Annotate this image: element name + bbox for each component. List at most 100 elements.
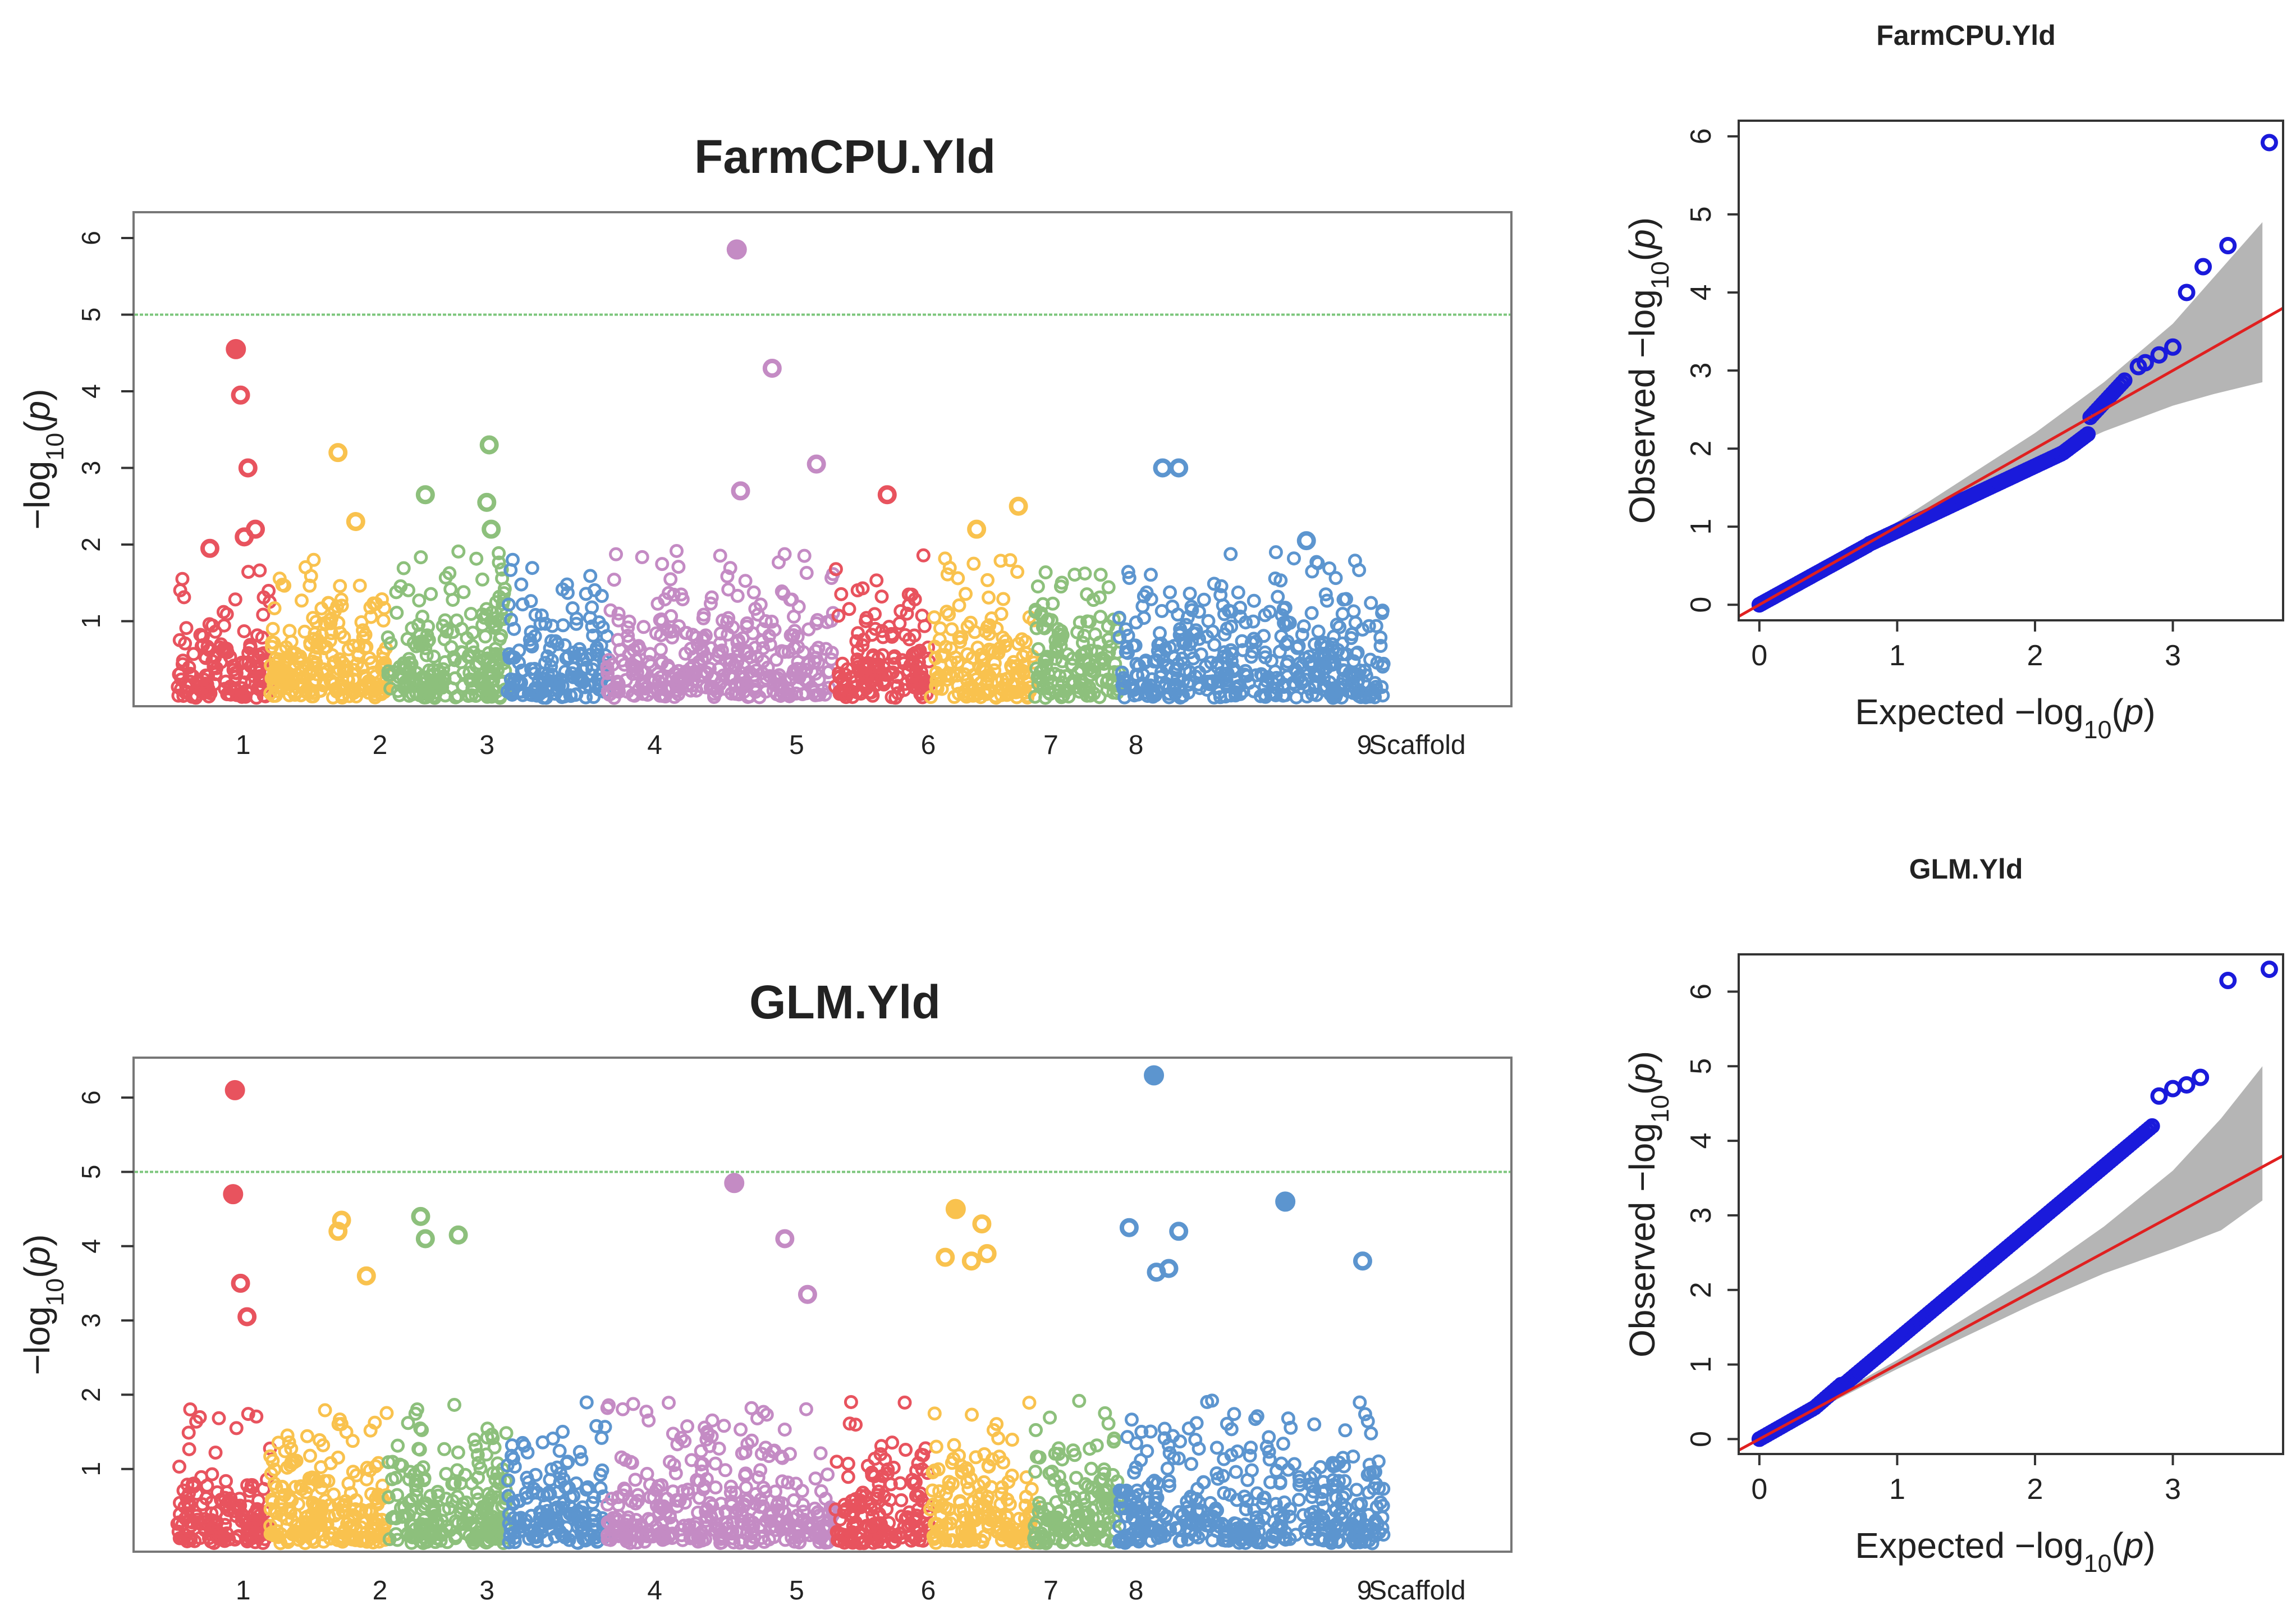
manhattan-glm-points — [170, 1065, 1391, 1551]
manhattan-farmcpu-snp-point — [456, 585, 471, 600]
manhattan-glm-snp-point — [331, 1450, 345, 1465]
manhattan-farmcpu-snp-point — [1116, 682, 1131, 696]
manhattan-farmcpu-snp-point — [1083, 614, 1097, 629]
manhattan-farmcpu-snp-point — [334, 592, 349, 607]
manhattan-glm-snp-point — [322, 1526, 337, 1540]
manhattan-glm-snp-point — [1032, 1450, 1047, 1465]
manhattan-glm-snp-point — [1131, 1504, 1145, 1519]
manhattan-farmcpu-peak-point — [415, 485, 435, 505]
manhattan-glm-peak-point — [415, 1229, 435, 1249]
manhattan-glm-snp-point — [1134, 1453, 1148, 1467]
manhattan-glm-snp-point — [395, 1458, 410, 1473]
manhattan-farmcpu-snp-point — [1128, 638, 1143, 653]
manhattan-farmcpu-snp-point — [797, 548, 812, 563]
manhattan-farmcpu-snp-point — [489, 647, 503, 661]
manhattan-glm-snp-point — [929, 1439, 943, 1454]
manhattan-farmcpu-snp-point — [987, 645, 1002, 660]
manhattan-farmcpu-snp-point — [376, 613, 391, 628]
manhattan-farmcpu-snp-point — [1319, 593, 1334, 608]
manhattan-farmcpu-snp-point — [392, 688, 407, 702]
manhattan-farmcpu-snp-point — [808, 688, 823, 702]
manhattan-glm-snp-point — [1076, 1490, 1091, 1505]
manhattan-farmcpu-peak-point — [877, 485, 897, 505]
manhattan-glm-snp-point — [1239, 1502, 1253, 1517]
qq-farmcpu-y-tick-label: 4 — [1685, 284, 1717, 300]
manhattan-farmcpu-snp-point — [921, 640, 936, 655]
manhattan-glm-snp-point — [1134, 1425, 1149, 1439]
manhattan-farmcpu-snp-point — [265, 621, 280, 636]
manhattan-glm-peak-point — [936, 1247, 955, 1267]
manhattan-farmcpu-snp-point — [1112, 610, 1126, 625]
manhattan-farmcpu-snp-point — [1082, 661, 1097, 676]
manhattan-farmcpu-snp-point — [424, 587, 438, 601]
manhattan-glm-snp-point — [433, 1533, 448, 1548]
manhattan-glm-snp-point — [522, 1531, 537, 1546]
qq-farmcpu-x-tick-label: 3 — [2165, 639, 2181, 672]
manhattan-glm-snp-point — [1041, 1502, 1055, 1516]
manhattan-farmcpu-snp-point — [746, 585, 761, 600]
manhattan-farmcpu-snp-point — [409, 639, 424, 653]
manhattan-glm-snp-point — [818, 1492, 833, 1506]
manhattan-farmcpu-snp-point — [1045, 674, 1060, 689]
manhattan-farmcpu-snp-point — [887, 649, 902, 664]
manhattan-farmcpu-chromosome-label: 9 — [1357, 730, 1372, 760]
manhattan-farmcpu-snp-point — [1268, 545, 1283, 560]
manhattan-glm-snp-point — [1240, 1473, 1255, 1487]
manhattan-farmcpu-snp-point — [250, 628, 264, 643]
manhattan-farmcpu-snp-point — [1136, 611, 1151, 625]
manhattan-glm-snp-point — [524, 1508, 539, 1523]
manhattan-farmcpu-snp-point — [756, 641, 771, 656]
manhattan-farmcpu-snp-point — [1249, 634, 1263, 649]
manhattan-glm-snp-point — [1227, 1407, 1241, 1421]
manhattan-glm-peak-point — [1353, 1251, 1372, 1271]
manhattan-farmcpu-snp-point — [1262, 605, 1277, 619]
manhattan-farmcpu-snp-point — [704, 641, 718, 656]
manhattan-farmcpu-snp-point — [653, 642, 668, 657]
manhattan-farmcpu-snp-point — [412, 593, 427, 608]
manhattan-farmcpu-snp-point — [626, 643, 641, 657]
manhattan-farmcpu-snp-point — [759, 671, 773, 686]
manhattan-farmcpu-snp-point — [281, 650, 296, 664]
manhattan-glm-peak-point — [972, 1214, 992, 1234]
manhattan-farmcpu-chromosome-label: 1 — [236, 730, 251, 760]
manhattan-farmcpu-snp-point — [1181, 678, 1196, 692]
manhattan-farmcpu-snp-point — [586, 628, 601, 643]
manhattan-glm-snp-point — [399, 1510, 414, 1524]
manhattan-glm-snp-point — [717, 1419, 731, 1433]
manhattan-glm-snp-point — [528, 1467, 543, 1482]
manhattan-farmcpu-snp-point — [368, 687, 382, 702]
manhattan-glm-snp-point — [708, 1523, 723, 1538]
manhattan-farmcpu-snp-point — [1132, 659, 1147, 673]
manhattan-farmcpu-snp-point — [175, 571, 190, 586]
manhattan-glm-snp-point — [1276, 1437, 1290, 1451]
manhattan-farmcpu-snp-point — [980, 573, 995, 587]
manhattan-glm-snp-point — [668, 1466, 683, 1480]
manhattan-glm-snp-point — [439, 1466, 453, 1481]
manhattan-glm-snp-point — [879, 1529, 894, 1543]
manhattan-glm-snp-point — [1057, 1489, 1072, 1504]
manhattan-glm-snp-point — [1362, 1508, 1376, 1522]
manhattan-glm-snp-point — [762, 1449, 776, 1464]
manhattan-glm-snp-point — [1084, 1461, 1098, 1476]
manhattan-glm-snp-point — [617, 1482, 631, 1496]
manhattan-farmcpu-peak-point — [1009, 496, 1028, 516]
manhattan-glm-snp-point — [1332, 1455, 1346, 1470]
manhattan-glm-snp-point — [735, 1446, 749, 1461]
manhattan-glm-snp-point — [219, 1474, 233, 1488]
manhattan-glm-snp-point — [180, 1507, 195, 1522]
manhattan-farmcpu-snp-point — [1364, 596, 1378, 610]
manhattan-glm-snp-point — [1001, 1475, 1016, 1489]
manhattan-glm-snp-point — [947, 1438, 961, 1452]
qq-farmcpu-y-tick-label: 3 — [1685, 363, 1717, 379]
manhattan-glm-snp-point — [282, 1490, 297, 1505]
manhattan-glm-peak-point — [1159, 1259, 1179, 1278]
manhattan-farmcpu-snp-point — [916, 548, 931, 563]
manhattan-glm-snp-point — [888, 1529, 903, 1544]
manhattan-farmcpu-snp-point — [409, 665, 424, 680]
manhattan-farmcpu-snp-point — [1296, 619, 1311, 634]
manhattan-glm-snp-point — [873, 1447, 888, 1461]
manhattan-glm-snp-point — [1329, 1490, 1344, 1505]
qq-farmcpu-qq-point — [2194, 258, 2212, 276]
manhattan-glm-snp-point — [626, 1397, 640, 1411]
manhattan-farmcpu-snp-point — [1015, 632, 1029, 647]
